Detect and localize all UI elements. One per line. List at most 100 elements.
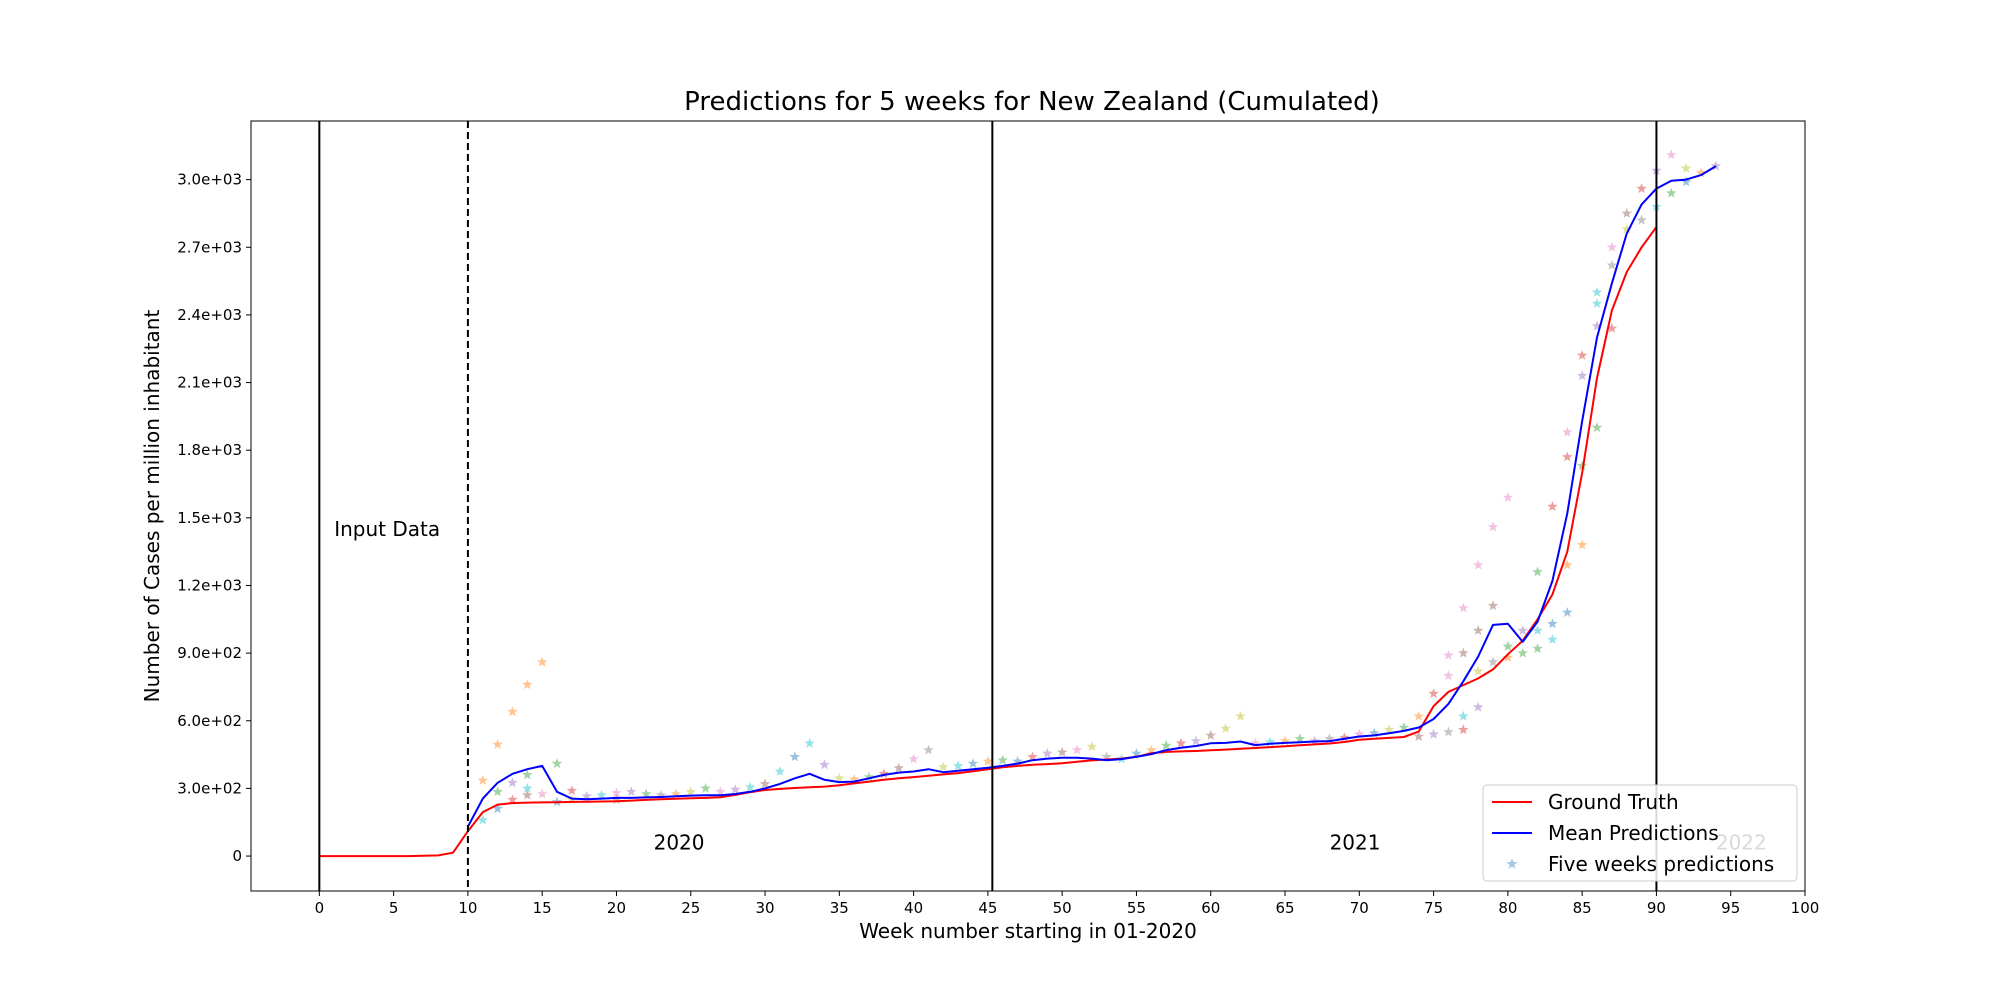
prediction-star-marker xyxy=(863,771,875,782)
prediction-star-marker xyxy=(611,794,622,805)
prediction-star-marker xyxy=(1576,460,1588,471)
legend-star-icon xyxy=(1506,858,1518,869)
prediction-star-marker xyxy=(997,754,1008,765)
x-tick-label: 40 xyxy=(904,899,923,917)
prediction-star-marker xyxy=(1027,751,1038,762)
prediction-star-marker xyxy=(1517,625,1528,635)
legend-box xyxy=(1482,784,1798,882)
x-tick-label: 30 xyxy=(755,899,774,917)
x-tick-label: 0 xyxy=(315,899,325,917)
prediction-star-marker xyxy=(1101,751,1112,762)
prediction-star-marker xyxy=(1086,741,1098,752)
prediction-star-marker xyxy=(745,781,756,792)
prediction-star-marker xyxy=(1398,722,1410,732)
x-tick-label: 70 xyxy=(1350,899,1369,917)
prediction-star-marker xyxy=(878,768,890,779)
prediction-star-marker xyxy=(1472,559,1484,570)
prediction-star-marker xyxy=(1294,733,1306,744)
prediction-star-marker xyxy=(1146,744,1157,755)
prediction-star-marker xyxy=(1487,600,1499,611)
y-tick-label: 6.0e+02 xyxy=(177,712,242,730)
prediction-star-marker xyxy=(507,777,518,788)
x-tick-label: 90 xyxy=(1647,899,1666,917)
prediction-star-marker xyxy=(1532,625,1543,635)
prediction-star-marker xyxy=(522,789,533,800)
prediction-star-marker xyxy=(1621,223,1632,234)
y-tick-label: 1.8e+03 xyxy=(177,441,242,459)
prediction-star-marker xyxy=(1547,501,1558,511)
prediction-star-marker xyxy=(1220,723,1231,734)
x-axis-ticks: 0 5 10 15 20 25 30 35 40 45 50 55 60 65 70 75 80 85 90 95 10… xyxy=(315,891,1820,917)
x-tick-label: 50 xyxy=(1053,899,1072,917)
prediction-star-marker xyxy=(1532,566,1543,577)
prediction-star-marker xyxy=(1458,710,1469,721)
prediction-star-marker xyxy=(1487,656,1499,667)
prediction-star-marker xyxy=(611,787,622,798)
prediction-star-marker xyxy=(848,773,860,784)
legend: Ground Truth Mean Predictions Five weeks… xyxy=(1482,784,1798,882)
prediction-star-marker xyxy=(834,772,845,783)
prediction-star-marker xyxy=(492,786,503,797)
mean-predictions-line xyxy=(467,165,1717,828)
prediction-star-marker xyxy=(1532,643,1543,654)
y-tick-label: 2.1e+03 xyxy=(177,374,242,392)
prediction-star-marker xyxy=(1354,728,1365,739)
prediction-star-marker xyxy=(1443,726,1454,737)
x-tick-label: 25 xyxy=(681,899,700,917)
annotation-label: Input Data xyxy=(334,517,440,541)
prediction-star-marker xyxy=(893,762,904,773)
plot-frame xyxy=(250,120,1806,892)
prediction-star-marker xyxy=(1502,652,1514,663)
prediction-star-marker xyxy=(1591,320,1603,331)
prediction-star-marker xyxy=(522,679,533,690)
y-tick-label: 2.7e+03 xyxy=(177,238,242,256)
x-tick-label: 60 xyxy=(1201,899,1220,917)
prediction-star-marker xyxy=(1562,559,1573,570)
prediction-star-marker xyxy=(1547,634,1558,644)
prediction-star-marker xyxy=(1443,670,1454,681)
series-lines xyxy=(319,165,1717,858)
prediction-star-marker xyxy=(581,790,592,801)
prediction-star-marker xyxy=(1606,259,1618,270)
y-tick-label: 3.0e+03 xyxy=(177,171,242,189)
prediction-star-marker xyxy=(789,751,800,762)
prediction-star-marker xyxy=(477,814,488,825)
prediction-star-marker xyxy=(670,788,682,799)
prediction-star-marker xyxy=(1250,737,1261,748)
x-tick-label: 35 xyxy=(830,899,849,917)
prediction-star-marker xyxy=(1383,724,1395,735)
prediction-star-marker xyxy=(1680,176,1692,187)
prediction-star-marker xyxy=(1472,625,1484,635)
legend-label-ground-truth: Ground Truth xyxy=(1548,790,1679,814)
prediction-star-marker xyxy=(715,786,726,797)
prediction-star-marker xyxy=(730,784,741,794)
prediction-star-marker xyxy=(759,778,771,789)
prediction-star-marker xyxy=(1666,187,1677,198)
prediction-star-marker xyxy=(1012,755,1023,766)
prediction-star-marker xyxy=(492,738,503,749)
prediction-star-marker xyxy=(923,744,934,755)
prediction-star-marker xyxy=(1071,744,1083,755)
prediction-star-marker xyxy=(1502,492,1514,502)
prediction-star-marker xyxy=(774,766,786,776)
y-axis-label: Number of Cases per million inhabitant xyxy=(140,310,164,703)
x-tick-label: 95 xyxy=(1721,899,1740,917)
prediction-star-marker xyxy=(1458,602,1469,613)
prediction-star-marker xyxy=(1591,298,1603,309)
prediction-star-marker xyxy=(700,782,711,793)
prediction-star-marker xyxy=(1591,422,1603,433)
y-tick-label: 0 xyxy=(232,847,242,865)
x-tick-label: 85 xyxy=(1573,899,1592,917)
y-tick-label: 1.2e+03 xyxy=(177,576,242,594)
prediction-star-marker xyxy=(938,761,949,772)
prediction-star-marker xyxy=(1517,647,1528,658)
prediction-star-marker xyxy=(1042,748,1053,758)
x-tick-label: 80 xyxy=(1498,899,1517,917)
prediction-star-marker xyxy=(1576,539,1588,550)
x-tick-label: 100 xyxy=(1791,899,1820,917)
prediction-star-marker xyxy=(1175,737,1187,748)
legend-label-five-weeks-predictions: Five weeks predictions xyxy=(1548,852,1774,876)
prediction-star-marker xyxy=(1160,740,1172,750)
prediction-star-marker xyxy=(1279,735,1291,746)
